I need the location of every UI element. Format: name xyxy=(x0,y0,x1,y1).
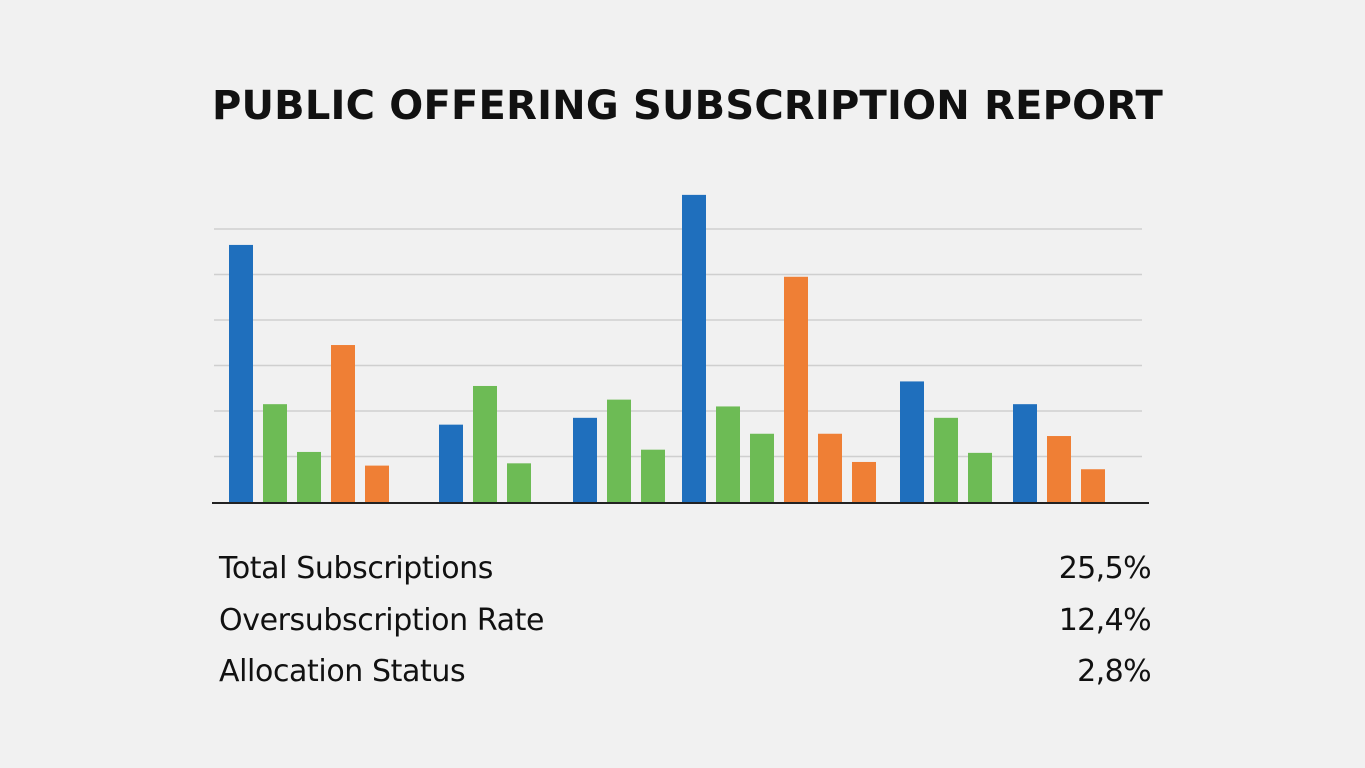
bar xyxy=(1013,404,1037,502)
bar xyxy=(750,433,774,502)
metric-row-allocation-status: Allocation Status 2,8% xyxy=(219,649,1152,693)
bar-chart xyxy=(212,194,1149,504)
metric-value: 12,4% xyxy=(1058,602,1152,638)
metric-label: Total Subscriptions xyxy=(219,550,494,586)
bar xyxy=(297,451,321,502)
bar xyxy=(439,424,463,502)
bar xyxy=(818,433,842,502)
metric-row-oversubscription-rate: Oversubscription Rate 12,4% xyxy=(219,598,1152,642)
bar xyxy=(852,461,876,502)
report-title: PUBLIC OFFERING SUBSCRIPTION REPORT xyxy=(211,83,1164,129)
bar xyxy=(365,465,389,502)
bar xyxy=(1081,469,1105,502)
metric-value: 25,5% xyxy=(1058,550,1152,586)
bar xyxy=(641,449,665,502)
metric-label: Oversubscription Rate xyxy=(219,602,545,638)
bar xyxy=(784,276,808,502)
bar xyxy=(682,194,706,502)
metric-label: Allocation Status xyxy=(219,653,466,689)
bar xyxy=(607,399,631,502)
bar xyxy=(229,244,253,503)
bar xyxy=(968,452,992,502)
bar xyxy=(473,385,497,502)
bar xyxy=(263,404,287,502)
bar xyxy=(573,417,597,502)
bar xyxy=(331,345,355,502)
bar xyxy=(934,417,958,502)
bar xyxy=(1047,436,1071,502)
metric-row-total-subscriptions: Total Subscriptions 25,5% xyxy=(219,546,1152,590)
bar xyxy=(900,381,924,502)
bar xyxy=(507,463,531,502)
bar xyxy=(716,406,740,502)
metric-value: 2,8% xyxy=(1077,653,1151,689)
